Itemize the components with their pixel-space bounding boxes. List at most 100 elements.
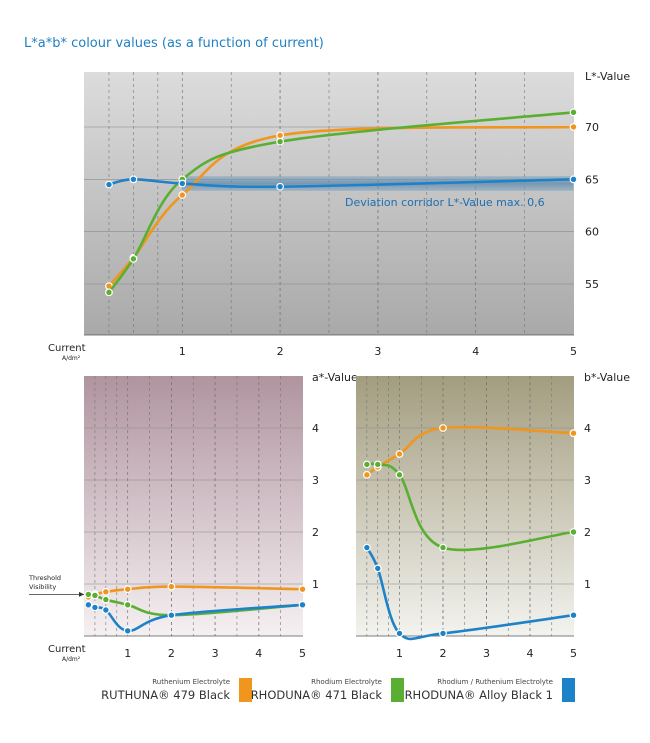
data-point-b-1 (362, 460, 371, 469)
data-point-l-1 (569, 108, 578, 117)
y-tick-label-a: 3 (312, 474, 319, 487)
deviation-corridor-label: Deviation corridor L*-Value max. 0,6 (345, 196, 545, 209)
legend-swatch-ruthuna (239, 678, 252, 702)
x-tick-label-a: 2 (168, 647, 175, 660)
chart-title: L*a*b* colour values (as a function of c… (24, 36, 324, 51)
data-point-a-1 (91, 591, 99, 600)
data-point-a-2 (84, 600, 93, 609)
data-point-l-1 (129, 254, 138, 263)
x-tick-label-l: 4 (472, 345, 479, 358)
data-point-l-0 (178, 191, 187, 199)
x-unit-bottom: A/dm² (62, 656, 81, 663)
y-label-a: a*-Value (312, 371, 358, 384)
legend-name-alloy: RHODUNA® Alloy Black 1 (404, 688, 553, 702)
data-point-l-2 (129, 175, 138, 184)
x-tick-label-a: 1 (124, 647, 131, 660)
legend-name-ruthuna: RUTHUNA® 479 Black (101, 688, 230, 702)
legend-sub-ruthuna: Ruthenium Electrolyte (152, 678, 230, 686)
x-unit-top: A/dm² (62, 355, 81, 362)
y-tick-label-b: 4 (584, 422, 591, 435)
series-b (362, 424, 578, 641)
x-tick-label-l: 2 (277, 345, 284, 358)
series-a (84, 582, 307, 635)
x-tick-label-b: 3 (483, 647, 490, 660)
data-point-l-2 (178, 179, 187, 188)
x-ticks-top: 1 2 3 4 5 (179, 345, 577, 358)
data-point-l-1 (276, 137, 285, 146)
y-tick-label-l: 70 (585, 121, 599, 134)
data-point-b-0 (439, 424, 447, 432)
x-tick-label-l: 5 (570, 345, 577, 358)
x-label-top: Current (48, 343, 86, 354)
data-point-b-1 (395, 470, 404, 479)
y-ticks-a: 1 2 3 4 (312, 422, 319, 591)
data-point-a-0 (167, 582, 176, 591)
threshold-label-2: Visibility (29, 583, 56, 591)
data-point-b-2 (439, 629, 447, 638)
data-point-a-2 (298, 600, 307, 609)
y-tick-label-b: 2 (584, 526, 591, 539)
y-ticks-l: 55 60 65 70 (585, 121, 599, 291)
y-tick-label-a: 2 (312, 526, 319, 539)
grid-l (84, 72, 574, 336)
y-tick-label-a: 1 (312, 578, 319, 591)
series-l (105, 108, 578, 297)
data-point-a-1 (123, 600, 132, 609)
x-tick-label-l: 1 (179, 345, 186, 358)
data-point-b-1 (569, 528, 578, 536)
data-point-a-1 (84, 590, 93, 599)
x-tick-label-a: 5 (299, 647, 306, 660)
legend-name-rhoduna: RHODUNA® 471 Black (250, 688, 382, 702)
x-tick-label-b: 1 (396, 647, 403, 660)
data-point-a-2 (101, 606, 110, 614)
data-point-l-0 (276, 131, 285, 140)
data-point-a-0 (123, 585, 132, 594)
y-tick-label-l: 55 (585, 278, 599, 291)
x-tick-label-a: 3 (212, 647, 219, 660)
y-label-b: b*-Value (584, 371, 630, 384)
data-point-l-2 (276, 182, 285, 191)
x-ticks-b: 1 2 3 4 5 (396, 647, 577, 660)
y-ticks-b: 1 2 3 4 (584, 422, 591, 591)
x-tick-label-b: 2 (440, 647, 447, 660)
y-tick-label-b: 1 (584, 578, 591, 591)
data-point-l-2 (105, 180, 113, 189)
data-point-a-2 (91, 603, 99, 612)
legend-swatch-alloy (562, 678, 575, 702)
data-point-a-2 (123, 626, 132, 635)
legend-sub-rhoduna: Rhodium Electrolyte (311, 678, 382, 686)
data-point-b-1 (439, 543, 447, 552)
x-tick-label-b: 5 (570, 647, 577, 660)
threshold-arrow-head (79, 591, 84, 597)
data-point-b-0 (569, 429, 578, 438)
x-tick-label-a: 4 (255, 647, 262, 660)
data-point-b-2 (362, 543, 371, 552)
data-point-a-0 (298, 585, 307, 594)
x-tick-label-b: 4 (527, 647, 534, 660)
legend-item-rhoduna: Rhodium Electrolyte RHODUNA® 471 Black (240, 678, 404, 708)
y-tick-label-l: 60 (585, 226, 599, 239)
threshold-label-1: Threshold (28, 574, 61, 582)
data-point-b-0 (362, 470, 371, 479)
y-tick-label-b: 3 (584, 474, 591, 487)
data-point-b-2 (569, 611, 578, 620)
x-label-bottom: Current (48, 644, 86, 655)
x-ticks-a: 1 2 3 4 5 (124, 647, 306, 660)
y-tick-label-l: 65 (585, 173, 599, 186)
data-point-b-0 (395, 450, 404, 458)
data-point-b-2 (395, 629, 404, 638)
data-point-b-1 (373, 460, 382, 469)
data-point-l-1 (105, 288, 113, 297)
data-point-l-2 (569, 175, 578, 184)
data-point-b-2 (373, 564, 382, 573)
legend-swatch-rhoduna (391, 678, 404, 702)
legend-sub-alloy: Rhodium / Ruthenium Electrolyte (437, 678, 553, 686)
data-point-l-0 (569, 123, 578, 131)
data-point-a-2 (167, 611, 176, 620)
data-point-a-1 (101, 595, 110, 604)
y-label-l: L*-Value (585, 70, 630, 83)
data-point-a-0 (101, 587, 110, 596)
y-tick-label-a: 4 (312, 422, 319, 435)
legend-item-ruthuna: Ruthenium Electrolyte RUTHUNA® 479 Black (90, 678, 252, 708)
